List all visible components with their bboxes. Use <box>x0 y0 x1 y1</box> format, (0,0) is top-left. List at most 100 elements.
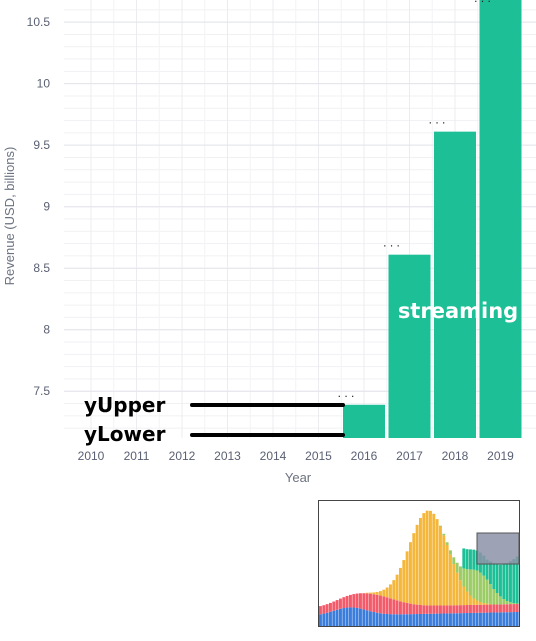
inset-bar-segment <box>332 601 336 611</box>
inset-bar-segment <box>369 592 372 594</box>
inset-bar-segment <box>375 594 379 613</box>
x-tick-label: 2011 <box>124 449 150 463</box>
inset-bar-segment <box>435 519 439 606</box>
inset-bar-segment <box>365 610 369 626</box>
inset-bar-segment <box>445 605 449 614</box>
inset-bar-segment <box>419 604 422 614</box>
inset-bar-segment <box>382 589 386 597</box>
inset-bar-segment <box>485 559 489 580</box>
inset-bar-segment <box>425 605 429 614</box>
inset-bar-segment <box>452 613 456 626</box>
inset-bar-segment <box>472 612 476 626</box>
inset-bar-segment <box>469 595 472 605</box>
inset-bar-segment <box>442 613 446 626</box>
inset-stacked-bars <box>319 510 519 626</box>
inset-bar-segment <box>492 612 496 626</box>
inset-bar-segment <box>322 605 326 614</box>
inset-bar-segment <box>462 548 466 569</box>
inset-bar-segment <box>482 602 486 605</box>
inset-bar-segment <box>469 604 472 613</box>
inset-bar-segment <box>375 612 379 626</box>
inset-bar-segment <box>345 595 349 608</box>
inset-bar-segment <box>509 612 512 626</box>
inset-bar-segment <box>319 614 322 626</box>
revenue-bar-chart: . . . . . . . . . . . . yUpper yLower strea… <box>2 0 536 485</box>
inset-bar-segment <box>449 613 452 626</box>
inset-bar-segment <box>502 564 506 600</box>
inset-bar-segment <box>515 556 519 604</box>
inset-bar-segment <box>325 612 329 626</box>
inset-bar-segment <box>459 605 462 614</box>
inset-bar-segment <box>379 595 382 614</box>
inset-bar-segment <box>505 600 509 605</box>
x-tick-label: 2019 <box>487 449 514 463</box>
inset-bar-segment <box>442 535 446 606</box>
x-axis-ticks: 2010 2011 2012 2013 2014 2015 2016 2017 2018 2019 <box>78 449 515 463</box>
inset-bar-segment <box>325 604 329 613</box>
inset-bar-segment <box>319 606 322 615</box>
inset-bar-segment <box>382 613 386 626</box>
y-axis-ticks: 7.5 8 8.5 9 9.5 10 10.5 <box>27 15 51 398</box>
bar-2019 <box>479 0 522 438</box>
x-tick-label: 2016 <box>351 449 378 463</box>
inset-bar-segment <box>339 608 342 626</box>
inset-bar-segment <box>389 584 392 599</box>
inset-bar-segment <box>462 568 466 587</box>
inset-bar-segment <box>492 588 496 605</box>
inset-bar-segment <box>402 614 406 626</box>
inset-bar-segment <box>399 567 402 602</box>
inset-bar-segment <box>505 563 509 601</box>
inset-bar-segment <box>432 513 436 606</box>
inset-bar-segment <box>449 550 452 555</box>
inset-bar-segment <box>509 561 512 603</box>
inset-bar-segment <box>469 549 472 570</box>
overview-inset-chart <box>318 500 520 627</box>
inset-bar-segment <box>485 579 489 604</box>
inset-bar-segment <box>409 542 412 604</box>
bars <box>343 0 522 439</box>
inset-bar-segment <box>505 612 509 626</box>
inset-bar-segment <box>339 598 342 609</box>
inset-bar-segment <box>509 604 512 613</box>
inset-bar-segment <box>435 613 439 626</box>
inset-bar-segment <box>372 592 376 595</box>
inset-bar-segment <box>409 614 412 626</box>
y-tick-label: 8.5 <box>33 261 50 275</box>
inset-bar-segment <box>439 605 442 614</box>
y-tick-label: 10 <box>37 77 51 91</box>
inset-bar-segment <box>359 608 362 626</box>
inset-bar-segment <box>462 613 466 626</box>
inset-bar-segment <box>355 607 359 626</box>
inset-bar-segment <box>322 613 326 626</box>
inset-bar-segment <box>425 613 429 626</box>
inset-bar-segment <box>475 570 479 601</box>
inset-bar-segment <box>499 612 502 626</box>
inset-bar-segment <box>502 612 506 626</box>
inset-bar-segment <box>385 613 389 626</box>
inset-bar-segment <box>349 594 352 608</box>
inset-bar-segment <box>442 533 446 536</box>
inset-bar-segment <box>345 607 349 626</box>
inset-bar-segment <box>365 593 369 611</box>
inset-bar-segment <box>432 613 436 626</box>
inset-bar-segment <box>489 604 492 613</box>
inset-bar-segment <box>489 561 492 585</box>
inset-bar-segment <box>405 614 409 626</box>
inset-bar-segment <box>395 614 399 626</box>
inset-bar-segment <box>465 613 469 626</box>
inset-bar-segment <box>495 592 499 605</box>
inset-bar-segment <box>495 612 499 626</box>
inset-bar-segment <box>482 555 486 576</box>
inset-bar-segment <box>429 613 432 626</box>
inset-bar-segment <box>369 593 372 612</box>
inset-bar-segment <box>482 575 486 603</box>
inset-bar-segment <box>402 602 406 615</box>
inset-bar-segment <box>469 569 472 596</box>
inset-bar-segment <box>515 612 519 626</box>
inset-bar-segment <box>455 572 459 606</box>
inset-bar-segment <box>492 604 496 613</box>
inset-bar-segment <box>392 614 396 626</box>
y-tick-label: 10.5 <box>27 15 51 29</box>
inset-bar-segment <box>489 584 492 604</box>
inset-bar-segment <box>365 592 369 594</box>
